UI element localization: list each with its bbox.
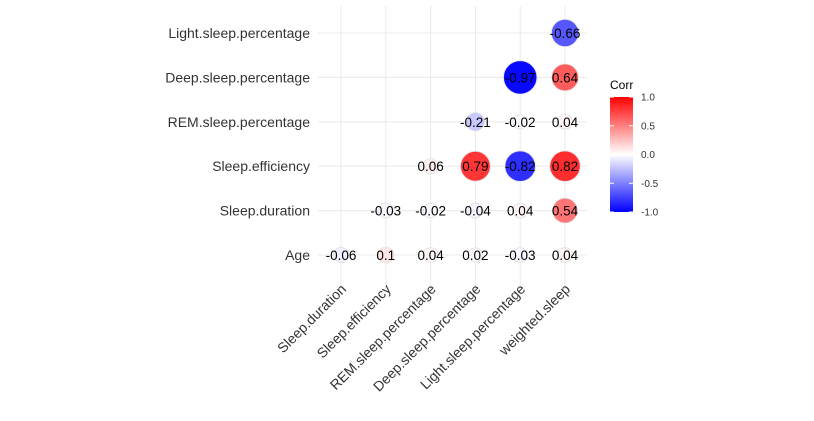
legend-tick-label: 1.0 [641, 93, 655, 104]
legend: Corr 1.0 0.5 0.0 -0.5 -1.0 [610, 78, 659, 219]
corr-circle-deep-sleep-percentage-vs-weighted-sleep [551, 63, 579, 92]
corr-circle-age-vs-sleep-duration [332, 246, 349, 263]
legend-tick-label: -1.0 [641, 208, 659, 219]
corr-label-sleep-efficiency-vs-rem-sleep-percentage: 0.06 [417, 159, 443, 174]
y-tick-label-light-sleep-percentage: Light.sleep.percentage [168, 25, 310, 41]
corr-label-age-vs-sleep-duration: -0.06 [326, 248, 357, 263]
corr-label-age-vs-light-sleep-percentage: -0.03 [505, 248, 536, 263]
corr-label-deep-sleep-percentage-vs-light-sleep-percentage: -0.97 [505, 70, 536, 85]
corr-label-age-vs-sleep-efficiency: 0.1 [376, 248, 395, 263]
legend-title: Corr [610, 78, 633, 92]
y-tick-label-sleep-efficiency: Sleep.efficiency [212, 158, 310, 174]
y-tick-label-age: Age [285, 247, 310, 263]
corr-circle-age-vs-weighted-sleep [557, 247, 573, 263]
corr-label-light-sleep-percentage-vs-weighted-sleep: -0.66 [550, 26, 581, 41]
corr-circle-deep-sleep-percentage-vs-light-sleep-percentage [503, 60, 538, 95]
legend-tick-label: -0.5 [641, 179, 659, 190]
corr-circle-sleep-efficiency-vs-deep-sleep-percentage [460, 150, 491, 182]
corr-circle-sleep-duration-vs-sleep-efficiency [378, 202, 394, 219]
corr-circle-sleep-duration-vs-weighted-sleep [552, 197, 578, 224]
corr-circle-sleep-efficiency-vs-light-sleep-percentage [504, 150, 536, 182]
correlation-circles [332, 18, 581, 264]
corr-circle-rem-sleep-percentage-vs-deep-sleep-percentage [465, 112, 485, 132]
corr-circle-rem-sleep-percentage-vs-weighted-sleep [557, 114, 573, 130]
corr-label-sleep-duration-vs-weighted-sleep: 0.54 [552, 204, 579, 219]
legend-tick-label: 0.5 [641, 121, 655, 132]
corr-label-sleep-duration-vs-rem-sleep-percentage: -0.02 [415, 204, 446, 219]
corr-label-rem-sleep-percentage-vs-deep-sleep-percentage: -0.21 [460, 115, 491, 130]
y-axis: Age Sleep.duration Sleep.efficiency REM.sle… [165, 25, 310, 263]
corr-circle-sleep-duration-vs-deep-sleep-percentage [467, 202, 484, 219]
cell-labels: -0.06 0.1 0.04 0.02 -0.03 0.04 -0.03 -0.02 -0.04… [326, 26, 581, 263]
corr-label-rem-sleep-percentage-vs-weighted-sleep: 0.04 [552, 115, 579, 130]
y-tick-label-rem-sleep-percentage: REM.sleep.percentage [168, 114, 311, 130]
corr-label-sleep-duration-vs-light-sleep-percentage: 0.04 [507, 204, 534, 219]
grid [318, 6, 587, 289]
y-tick-label-deep-sleep-percentage: Deep.sleep.percentage [165, 69, 310, 85]
corr-circle-age-vs-light-sleep-percentage [512, 247, 528, 263]
legend-colorbar [610, 97, 633, 212]
corr-circle-sleep-efficiency-vs-rem-sleep-percentage [422, 158, 439, 175]
y-tick-label-sleep-duration: Sleep.duration [220, 203, 310, 219]
corr-circle-light-sleep-percentage-vs-weighted-sleep [551, 18, 580, 48]
corr-label-rem-sleep-percentage-vs-light-sleep-percentage: -0.02 [505, 115, 536, 130]
corr-label-sleep-efficiency-vs-weighted-sleep: 0.82 [552, 159, 578, 174]
corr-circle-sleep-efficiency-vs-weighted-sleep [549, 150, 581, 182]
corr-circle-rem-sleep-percentage-vs-light-sleep-percentage [512, 114, 528, 130]
corr-label-sleep-efficiency-vs-light-sleep-percentage: -0.82 [505, 159, 536, 174]
corr-circle-sleep-duration-vs-light-sleep-percentage [512, 202, 528, 219]
legend-ticks: 1.0 0.5 0.0 -0.5 -1.0 [610, 93, 659, 219]
corr-label-age-vs-deep-sleep-percentage: 0.02 [462, 248, 488, 263]
corr-label-deep-sleep-percentage-vs-weighted-sleep: 0.64 [552, 70, 579, 85]
corr-circle-age-vs-rem-sleep-percentage [422, 247, 439, 263]
x-axis: Sleep.durationSleep.efficiencyREM.sleep.… [274, 281, 573, 395]
corr-label-age-vs-weighted-sleep: 0.04 [552, 248, 579, 263]
corr-label-sleep-efficiency-vs-deep-sleep-percentage: 0.79 [462, 159, 488, 174]
corr-circle-age-vs-deep-sleep-percentage [467, 247, 483, 263]
corr-label-sleep-duration-vs-deep-sleep-percentage: -0.04 [460, 204, 491, 219]
corr-circle-sleep-duration-vs-rem-sleep-percentage [422, 203, 439, 219]
corr-label-age-vs-rem-sleep-percentage: 0.04 [417, 248, 444, 263]
corr-label-sleep-duration-vs-sleep-efficiency: -0.03 [370, 204, 401, 219]
corr-circle-age-vs-sleep-efficiency [377, 246, 395, 264]
legend-tick-label: 0.0 [641, 150, 655, 161]
